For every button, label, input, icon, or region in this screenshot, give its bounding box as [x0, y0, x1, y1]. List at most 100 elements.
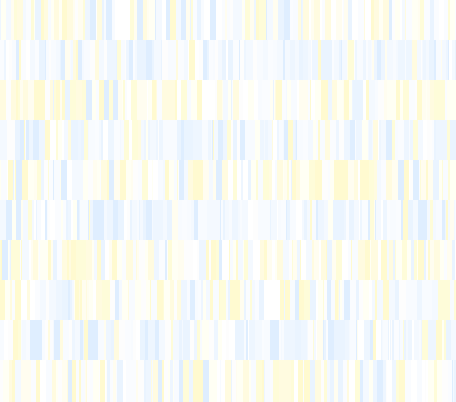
stripe	[407, 240, 411, 280]
stripe	[253, 240, 259, 280]
stripe	[220, 200, 221, 240]
stripe	[315, 80, 321, 120]
stripe	[138, 120, 141, 160]
stripe	[443, 160, 444, 200]
stripe	[141, 80, 147, 120]
stripe	[448, 0, 450, 40]
stripe	[106, 360, 107, 402]
stripe	[62, 240, 67, 280]
stripe	[93, 280, 96, 320]
stripe	[216, 240, 219, 280]
stripe	[36, 200, 37, 240]
stripe	[289, 320, 295, 360]
stripe	[302, 0, 303, 40]
stripe	[415, 80, 417, 120]
stripe	[310, 280, 315, 320]
stripe	[348, 40, 354, 80]
stripe	[209, 240, 211, 280]
stripe	[179, 320, 182, 360]
stripe	[297, 120, 303, 160]
stripe	[104, 0, 106, 40]
stripe	[258, 160, 263, 200]
stripe	[1, 240, 2, 280]
stripe	[405, 360, 411, 402]
stripe	[344, 160, 348, 200]
stripe	[226, 40, 228, 80]
stripe	[183, 320, 186, 360]
stripe	[214, 200, 220, 240]
stripe	[452, 360, 453, 402]
stripe	[210, 280, 213, 320]
stripe	[86, 240, 92, 280]
stripe	[109, 160, 114, 200]
stripe	[315, 160, 321, 200]
stripe	[319, 240, 321, 280]
stripe	[374, 40, 377, 80]
stripe	[66, 200, 68, 240]
stripe	[442, 40, 446, 80]
stripe	[145, 320, 146, 360]
stripe	[270, 320, 273, 360]
stripe	[291, 160, 292, 200]
stripe	[386, 360, 387, 402]
stripe	[41, 160, 44, 200]
stripe	[383, 280, 389, 320]
stripe-band	[0, 0, 456, 40]
stripe	[251, 40, 253, 80]
stripe	[248, 320, 249, 360]
stripe	[207, 200, 209, 240]
stripe	[313, 120, 316, 160]
stripe	[133, 40, 135, 80]
stripe	[403, 320, 404, 360]
stripe	[339, 280, 340, 320]
stripe	[452, 40, 455, 80]
stripe	[298, 360, 299, 402]
stripe	[365, 240, 370, 280]
stripe	[186, 0, 190, 40]
stripe	[203, 40, 207, 80]
stripe	[293, 120, 295, 160]
stripe	[227, 120, 231, 160]
stripe	[80, 320, 83, 360]
stripe	[1, 160, 7, 200]
stripe	[19, 40, 21, 80]
stripe	[48, 160, 49, 200]
stripe	[377, 360, 383, 402]
stripe	[195, 40, 199, 80]
stripe	[70, 80, 71, 120]
stripe	[3, 360, 9, 402]
stripe	[428, 240, 430, 280]
stripe	[133, 160, 138, 200]
stripe	[413, 120, 418, 160]
stripe	[230, 40, 233, 80]
stripe	[181, 120, 184, 160]
stripe	[332, 240, 336, 280]
stripe	[410, 160, 413, 200]
stripe	[125, 40, 126, 80]
stripe	[22, 320, 26, 360]
stripe	[375, 280, 377, 320]
stripe	[140, 40, 146, 80]
stripe	[143, 200, 146, 240]
stripe	[240, 120, 245, 160]
stripe	[141, 280, 146, 320]
stripe	[245, 320, 246, 360]
stripe	[220, 280, 226, 320]
stripe	[336, 240, 342, 280]
stripe	[82, 40, 84, 80]
stripe	[146, 200, 152, 240]
stripe	[147, 0, 149, 40]
stripe	[393, 40, 396, 80]
stripe	[201, 0, 204, 40]
stripe	[336, 0, 342, 40]
stripe	[330, 360, 334, 402]
stripe	[332, 80, 337, 120]
stripe	[149, 320, 155, 360]
stripe	[295, 40, 299, 80]
stripe	[277, 240, 283, 280]
stripe	[0, 240, 1, 280]
stripe	[250, 120, 255, 160]
stripe	[88, 320, 93, 360]
stripe	[249, 320, 255, 360]
stripe	[229, 320, 235, 360]
